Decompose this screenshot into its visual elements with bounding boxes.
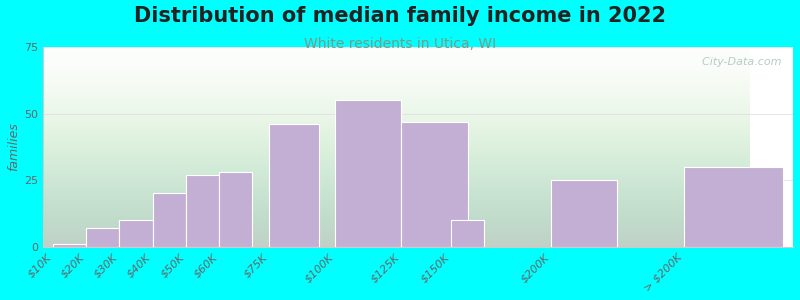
Bar — [451, 220, 485, 247]
Bar — [119, 220, 153, 247]
Bar — [402, 122, 468, 247]
Y-axis label: families: families — [7, 122, 20, 171]
Bar — [551, 180, 617, 247]
Bar — [186, 175, 219, 247]
Bar — [335, 100, 402, 247]
Text: Distribution of median family income in 2022: Distribution of median family income in … — [134, 6, 666, 26]
Text: City-Data.com: City-Data.com — [695, 57, 782, 67]
Bar — [683, 167, 783, 247]
Bar — [153, 194, 186, 247]
Bar — [53, 244, 86, 247]
Bar — [219, 172, 252, 247]
Bar — [86, 228, 119, 247]
Text: White residents in Utica, WI: White residents in Utica, WI — [304, 38, 496, 52]
Bar — [269, 124, 318, 247]
